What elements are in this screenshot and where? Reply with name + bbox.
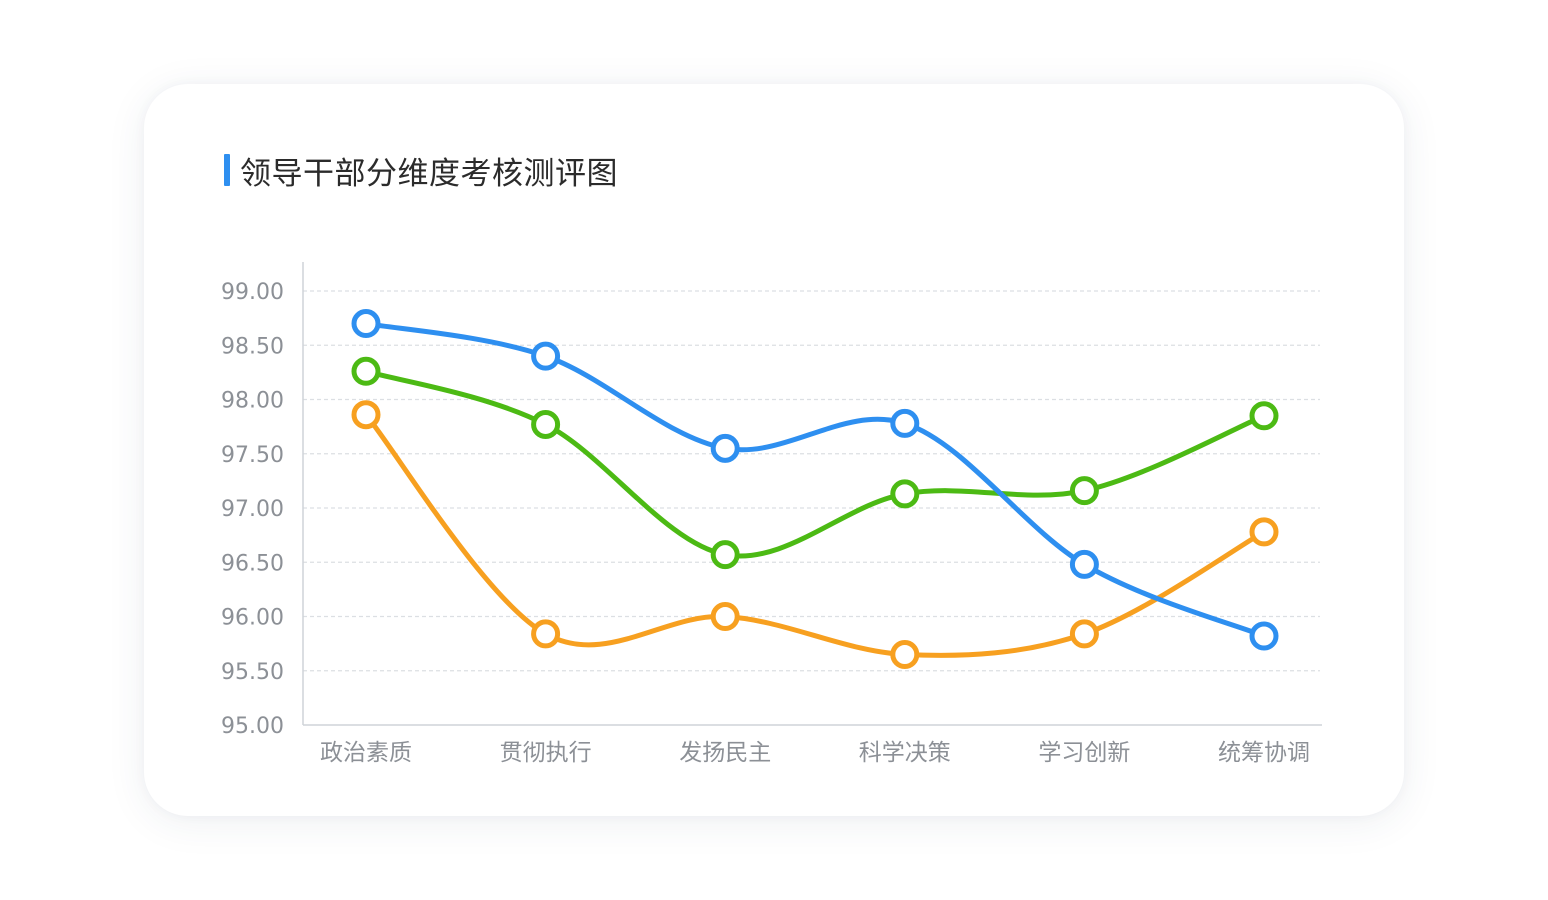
y-tick-label: 97.50 (221, 443, 284, 468)
x-tick-label: 统筹协调 (1218, 740, 1310, 766)
data-point (710, 602, 740, 631)
gridlines (303, 290, 1320, 672)
y-tick-label: 97.00 (221, 497, 284, 522)
x-tick-label: 发扬民主 (679, 740, 771, 766)
y-tick-label: 98.00 (221, 389, 284, 414)
data-point (710, 433, 740, 463)
x-axis-ticks: 政治素质 贯彻执行 发扬民主 科学决策 学习创新 统筹协调 (320, 740, 1310, 766)
series-line (363, 321, 1267, 639)
data-point (1069, 476, 1099, 506)
data-point (531, 409, 561, 439)
data-point (890, 639, 920, 669)
y-tick-label: 96.00 (221, 606, 284, 631)
series-0 (351, 309, 1279, 651)
y-axis-ticks: 99.00 98.50 98.00 97.50 97.00 96.50 96.00 95.50… (221, 280, 284, 739)
data-point (1069, 549, 1099, 579)
series-2 (351, 400, 1279, 669)
data-point (531, 619, 561, 649)
data-point (710, 540, 740, 570)
chart-title-group: 领导干部分维度考核测评图 (224, 150, 618, 192)
data-point (1069, 619, 1099, 649)
title-accent-bar (224, 154, 230, 186)
y-tick-label: 98.50 (221, 334, 284, 359)
series-line (363, 412, 1267, 658)
x-tick-label: 学习创新 (1038, 740, 1130, 766)
series-line (363, 368, 1267, 559)
data-point (890, 408, 920, 438)
y-tick-label: 95.00 (221, 714, 284, 739)
x-tick-label: 政治素质 (320, 740, 412, 766)
data-point (1249, 517, 1279, 547)
chart-title: 领导干部分维度考核测评图 (240, 155, 618, 192)
y-tick-label: 95.50 (221, 660, 284, 685)
x-tick-label: 科学决策 (859, 740, 951, 766)
data-point (351, 309, 381, 339)
data-point (351, 400, 381, 430)
y-tick-label: 96.50 (221, 551, 284, 576)
data-point (1249, 401, 1279, 431)
x-tick-label: 贯彻执行 (500, 740, 592, 766)
data-point (890, 479, 920, 509)
series-1 (351, 356, 1279, 570)
data-point (351, 356, 381, 386)
y-tick-label: 99.00 (221, 280, 284, 305)
data-point (1249, 621, 1279, 651)
data-point (531, 341, 561, 371)
